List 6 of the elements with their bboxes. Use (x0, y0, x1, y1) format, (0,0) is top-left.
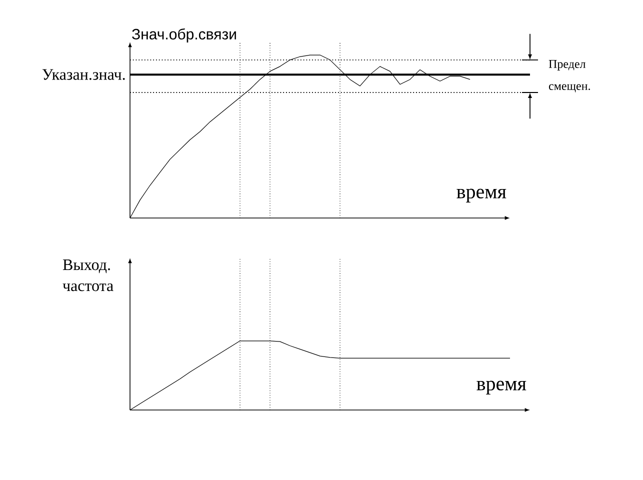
y-axis-title: Знач.обр.связи (132, 28, 236, 42)
y-axis-title: Выход. частота (62, 260, 114, 292)
ref-line-label: Указан.знач. (42, 69, 125, 80)
x-axis-title: время (456, 188, 506, 202)
x-axis-title: время (476, 380, 526, 394)
text: Предел смещен. (548, 60, 590, 92)
